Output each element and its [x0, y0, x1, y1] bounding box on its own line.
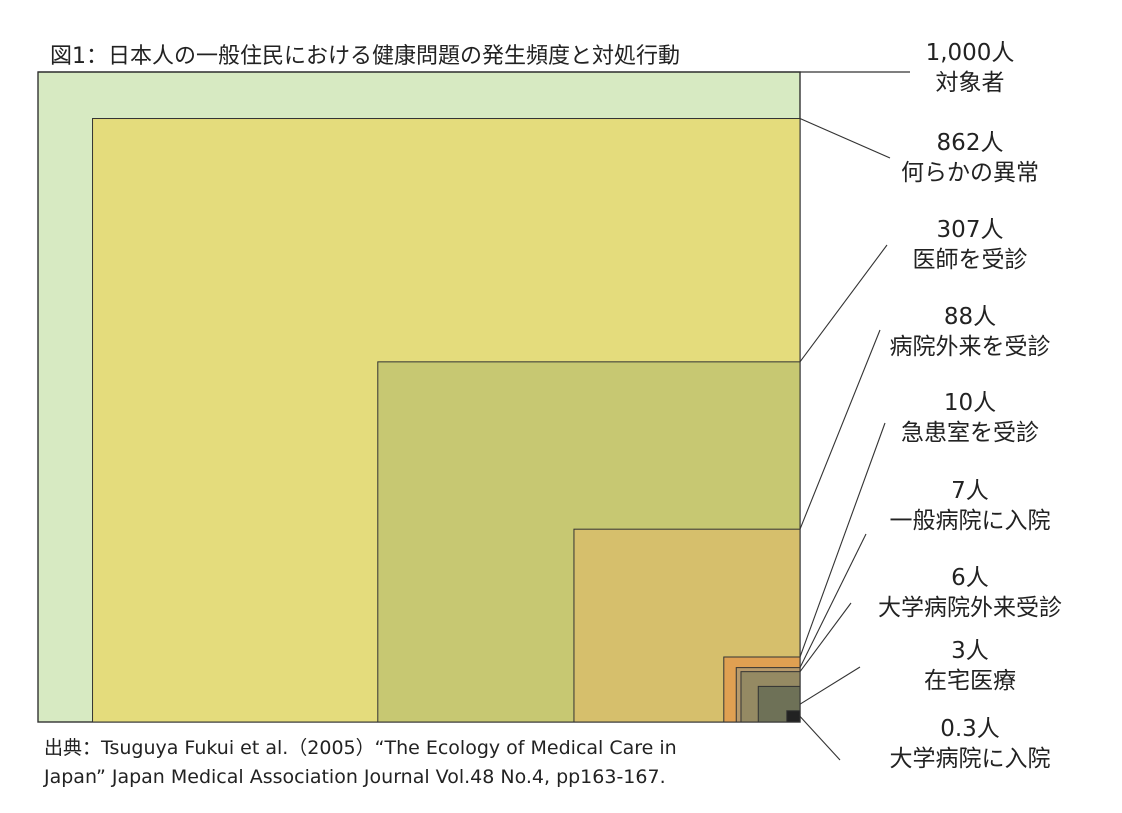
chart-title: 図1：日本人の一般住民における健康問題の発生頻度と対処行動	[50, 44, 680, 69]
leader-line-1	[799, 118, 891, 159]
value-label-6: 6人	[951, 565, 989, 591]
leader-line-6	[799, 602, 852, 672]
category-label-1: 何らかの異常	[901, 160, 1039, 186]
area-rect-8	[786, 710, 801, 723]
leader-line-4	[799, 422, 886, 658]
label-group-0: 1,000人 対象者	[850, 38, 1090, 98]
leader-line-8	[799, 715, 841, 761]
category-label-0: 対象者	[935, 70, 1005, 96]
value-label-1: 862人	[936, 130, 1004, 156]
label-group-8: 0.3人大学病院に入院	[850, 714, 1090, 774]
leader-line-2	[799, 244, 888, 363]
value-label-3: 88人	[943, 304, 997, 330]
source-line-1: 出典：Tsuguya Fukui et al.（2005）“The Ecolog…	[44, 737, 677, 759]
source-line-2: Japan” Japan Medical Association Journal…	[44, 766, 666, 788]
leader-line-3	[799, 329, 881, 530]
label-group-3: 88人病院外来を受診	[850, 302, 1090, 362]
category-label-8: 大学病院に入院	[889, 746, 1051, 772]
value-label-8: 0.3人	[940, 716, 1000, 742]
leader-line-7	[799, 666, 861, 705]
value-label-5: 7人	[951, 478, 989, 504]
category-label-6: 大学病院外来受診	[878, 595, 1062, 621]
source-citation: 出典：Tsuguya Fukui et al.（2005）“The Ecolog…	[44, 734, 677, 792]
label-group-7: 3人在宅医療	[850, 636, 1090, 696]
value-label-2: 307人	[936, 217, 1004, 243]
label-group-5: 7人一般病院に入院	[850, 476, 1090, 536]
label-group-6: 6人大学病院外来受診	[850, 563, 1090, 623]
category-label-5: 一般病院に入院	[889, 508, 1051, 534]
category-label-2: 医師を受診	[912, 247, 1028, 273]
value-label-7: 3人	[951, 638, 989, 664]
value-label-4: 10人	[943, 390, 997, 416]
label-group-4: 10人急患室を受診	[850, 388, 1090, 448]
label-group-2: 307人医師を受診	[850, 215, 1090, 275]
label-group-1: 862人何らかの異常	[850, 128, 1090, 188]
category-label-4: 急患室を受診	[901, 420, 1039, 446]
leader-line-5	[799, 533, 867, 668]
category-label-3: 病院外来を受診	[889, 334, 1051, 360]
category-label-7: 在宅医療	[924, 668, 1016, 694]
value-label-0: 1,000人	[925, 40, 1015, 66]
